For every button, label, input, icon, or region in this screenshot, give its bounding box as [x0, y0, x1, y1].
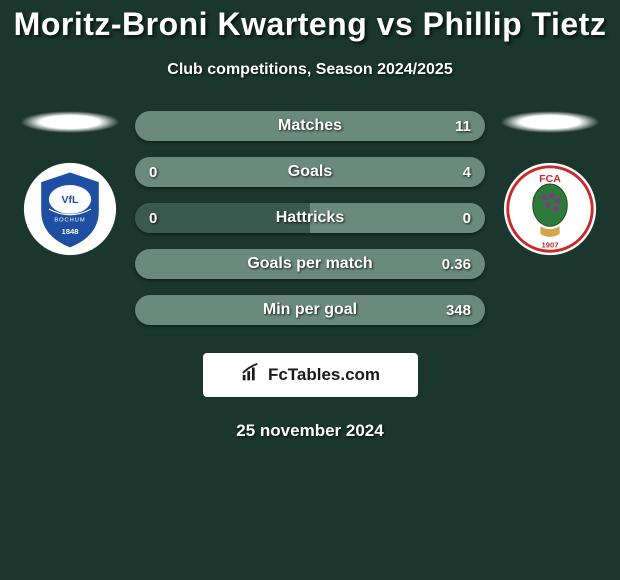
club-badge-right: FCA 1907 [502, 161, 598, 257]
stat-right-value: 0.36 [431, 256, 471, 273]
svg-text:VfL: VfL [62, 194, 80, 206]
chart-icon [240, 362, 262, 389]
club-badge-left: VfL BOCHUM 1848 [22, 161, 118, 257]
page-title: Moritz-Broni Kwarteng vs Phillip Tietz [0, 6, 620, 43]
comparison-panel: VfL BOCHUM 1848 Matches11 0Goals4 0Hattric… [0, 111, 620, 325]
stat-right-value: 4 [431, 164, 471, 181]
stat-row: 0Goals4 [135, 157, 485, 187]
svg-text:1848: 1848 [61, 227, 79, 236]
player-oval-right [500, 111, 600, 133]
stats-list: Matches11 0Goals4 0Hattricks0 Goals per mat… [135, 111, 485, 325]
svg-text:1907: 1907 [541, 240, 558, 249]
stat-row: Matches11 [135, 111, 485, 141]
svg-text:FCA: FCA [539, 173, 561, 185]
svg-text:BOCHUM: BOCHUM [54, 217, 85, 223]
stat-row: Min per goal348 [135, 295, 485, 325]
date-label: 25 november 2024 [0, 421, 620, 441]
player-oval-left [20, 111, 120, 133]
subtitle: Club competitions, Season 2024/2025 [0, 61, 620, 79]
credit-text: FcTables.com [268, 365, 380, 385]
stat-right-value: 0 [431, 210, 471, 227]
credit-box: FcTables.com [203, 353, 418, 397]
stat-right-value: 348 [431, 302, 471, 319]
left-player-col: VfL BOCHUM 1848 [15, 111, 125, 257]
stat-row: Goals per match0.36 [135, 249, 485, 279]
stat-right-value: 11 [431, 118, 471, 135]
right-player-col: FCA 1907 [495, 111, 605, 257]
stat-row: 0Hattricks0 [135, 203, 485, 233]
